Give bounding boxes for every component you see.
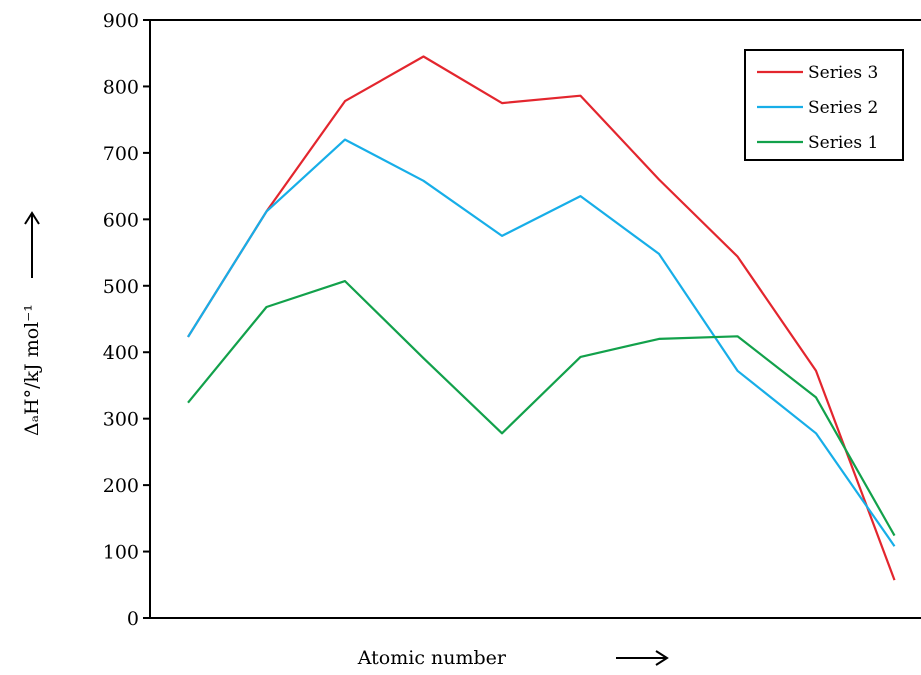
y-tick-label: 800	[103, 76, 139, 98]
x-axis-title: Atomic number	[357, 647, 507, 669]
y-tick-label: 400	[103, 342, 139, 364]
y-tick-label: 500	[103, 276, 139, 298]
y-tick-label: 900	[103, 10, 139, 32]
legend-label: Series 3	[808, 63, 878, 83]
x-axis-title-group: Atomic number	[357, 647, 669, 669]
series-lines	[187, 55, 896, 581]
y-tick-label: 200	[103, 475, 139, 497]
series-line-series-3	[187, 55, 896, 581]
series-line-series-2	[187, 138, 896, 547]
y-axis-ticks: 0 100 200 300 400 500 600 700 800 900	[103, 10, 150, 630]
y-tick-label: 300	[103, 409, 139, 431]
legend: Series 3 Series 2 Series 1	[744, 49, 904, 161]
x-axis-arrow-head	[655, 650, 669, 666]
legend-label: Series 2	[808, 98, 878, 118]
y-tick-label: 100	[103, 542, 139, 564]
series-line-series-1	[187, 280, 896, 537]
y-axis-title: ΔₐH°/kJ mol⁻¹	[21, 304, 43, 436]
legend-label: Series 1	[808, 133, 878, 153]
y-tick-label: 0	[127, 608, 139, 630]
plot-frame	[149, 19, 921, 619]
y-tick-label: 700	[103, 143, 139, 165]
y-axis-title-group: ΔₐH°/kJ mol⁻¹	[21, 211, 43, 436]
y-axis-arrow-head	[24, 211, 40, 225]
y-tick-label: 600	[103, 209, 139, 231]
